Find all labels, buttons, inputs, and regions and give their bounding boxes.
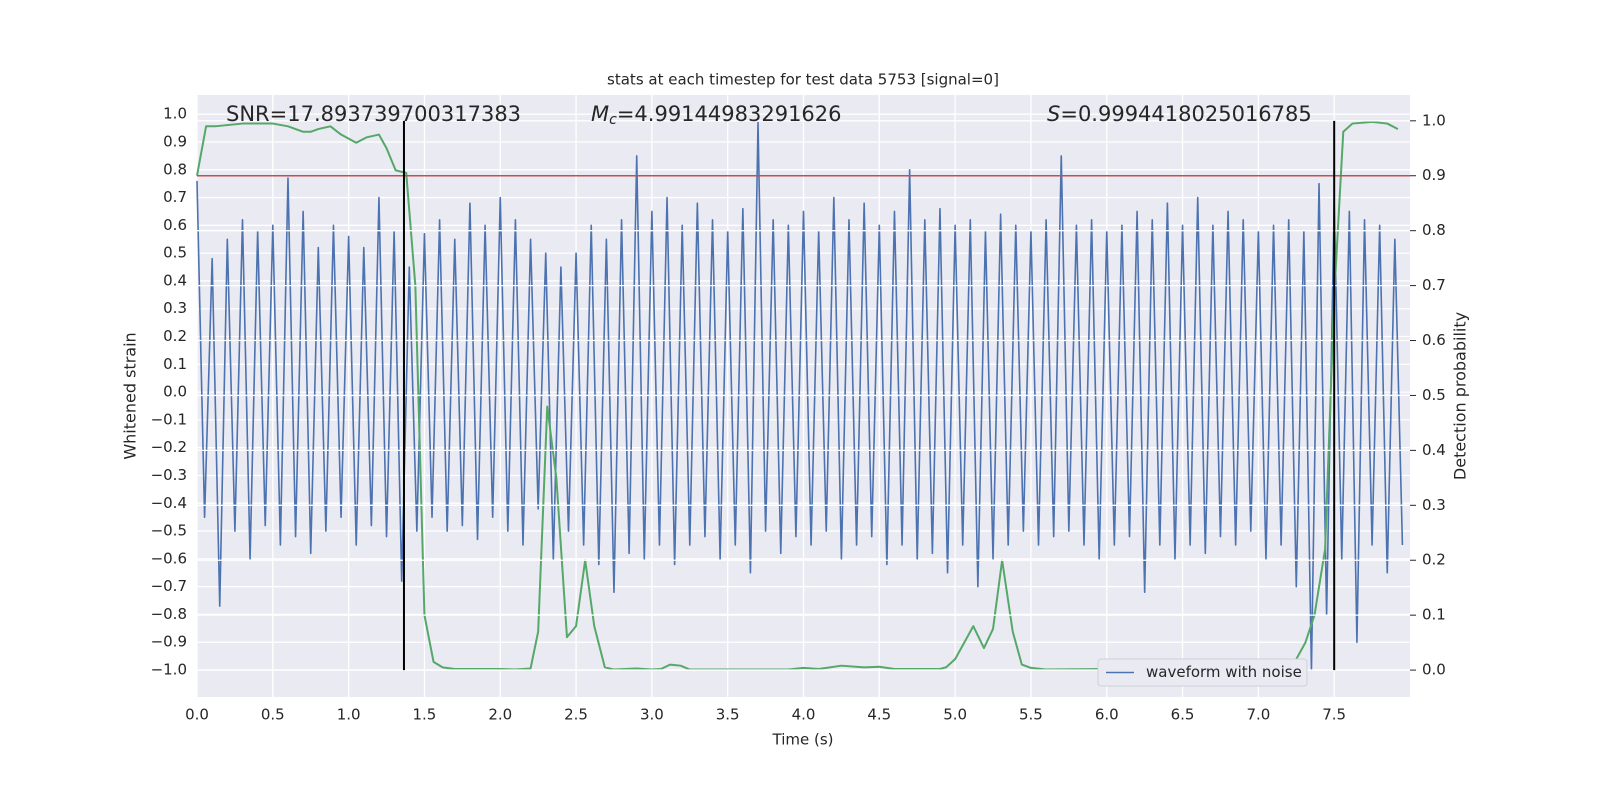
y2-tick-label: 0.7 bbox=[1422, 276, 1446, 294]
x-tick-label: 1.5 bbox=[413, 706, 437, 724]
annotation: SNR=17.893739700317383 bbox=[226, 102, 521, 126]
y2-tick-label: 0.3 bbox=[1422, 496, 1446, 514]
x-tick-label: 0.5 bbox=[261, 706, 285, 724]
x-tick-label: 6.0 bbox=[1095, 706, 1119, 724]
x-tick-label: 7.5 bbox=[1322, 706, 1346, 724]
chart-title: stats at each timestep for test data 575… bbox=[607, 71, 999, 89]
x-tick-label: 1.0 bbox=[337, 706, 361, 724]
x-tick-label: 4.0 bbox=[792, 706, 816, 724]
legend-box bbox=[1097, 658, 1308, 687]
y2-tick-label: 0.0 bbox=[1422, 661, 1446, 679]
y-tick-label: 0.1 bbox=[163, 355, 187, 373]
x-tick-label: 7.0 bbox=[1246, 706, 1270, 724]
x-tick-label: 3.5 bbox=[716, 706, 740, 724]
y2-tick-label: 0.5 bbox=[1422, 386, 1446, 404]
annotation-symbol: M bbox=[591, 102, 609, 126]
x-axis-label: Time (s) bbox=[772, 731, 834, 749]
annotation-text: =4.99144983291626 bbox=[617, 102, 842, 126]
y-tick-label: 0.2 bbox=[163, 327, 187, 345]
annotation-subscript: c bbox=[609, 112, 617, 128]
y-tick-label: −0.3 bbox=[151, 466, 187, 484]
y-tick-label: −0.7 bbox=[151, 577, 187, 595]
y-tick-label: 0.7 bbox=[163, 188, 187, 206]
x-tick-label: 0.0 bbox=[185, 706, 209, 724]
y2-axis-label: Detection probability bbox=[1451, 312, 1470, 480]
x-tick-label: 3.0 bbox=[640, 706, 664, 724]
y2-tick-label: 0.6 bbox=[1422, 331, 1446, 349]
y-tick-label: −0.9 bbox=[151, 633, 187, 651]
y-tick-label: −0.6 bbox=[151, 549, 187, 567]
annotation: S=0.9994418025016785 bbox=[1047, 102, 1312, 126]
annotation: Mc=4.99144983291626 bbox=[591, 102, 842, 128]
y2-tick-label: 0.4 bbox=[1422, 441, 1446, 459]
x-tick-label: 6.5 bbox=[1171, 706, 1195, 724]
y2-tick-label: 0.2 bbox=[1422, 551, 1446, 569]
y2-tick-label: 1.0 bbox=[1422, 111, 1446, 129]
y-tick-label: −0.5 bbox=[151, 522, 187, 540]
y-tick-label: −0.1 bbox=[151, 410, 187, 428]
y-tick-label: 0.5 bbox=[163, 244, 187, 262]
y-tick-label: −0.2 bbox=[151, 438, 187, 456]
annotation-symbol: S bbox=[1047, 102, 1060, 126]
x-tick-label: 4.5 bbox=[867, 706, 891, 724]
y-tick-label: 0.0 bbox=[163, 383, 187, 401]
annotation-text: =0.9994418025016785 bbox=[1060, 102, 1311, 126]
y2-tick-label: 0.1 bbox=[1422, 606, 1446, 624]
waveform-line bbox=[196, 121, 1404, 671]
y-tick-label: 0.8 bbox=[163, 160, 187, 178]
y-tick-label: 0.9 bbox=[163, 132, 187, 150]
y-tick-label: −0.8 bbox=[151, 605, 187, 623]
x-tick-label: 2.0 bbox=[488, 706, 512, 724]
y-tick-label: 1.0 bbox=[163, 105, 187, 123]
y-tick-label: −1.0 bbox=[151, 661, 187, 679]
y-axis-label: Whitened strain bbox=[121, 332, 140, 459]
y-tick-label: 0.3 bbox=[163, 299, 187, 317]
y-tick-label: 0.6 bbox=[163, 216, 187, 234]
y-tick-label: −0.4 bbox=[151, 494, 187, 512]
y2-tick-label: 0.8 bbox=[1422, 221, 1446, 239]
y2-tick-label: 0.9 bbox=[1422, 166, 1446, 184]
y-tick-label: 0.4 bbox=[163, 271, 187, 289]
x-tick-label: 2.5 bbox=[564, 706, 588, 724]
legend-label: waveform with noise bbox=[1146, 663, 1302, 681]
x-tick-label: 5.5 bbox=[1019, 706, 1043, 724]
x-tick-label: 5.0 bbox=[943, 706, 967, 724]
